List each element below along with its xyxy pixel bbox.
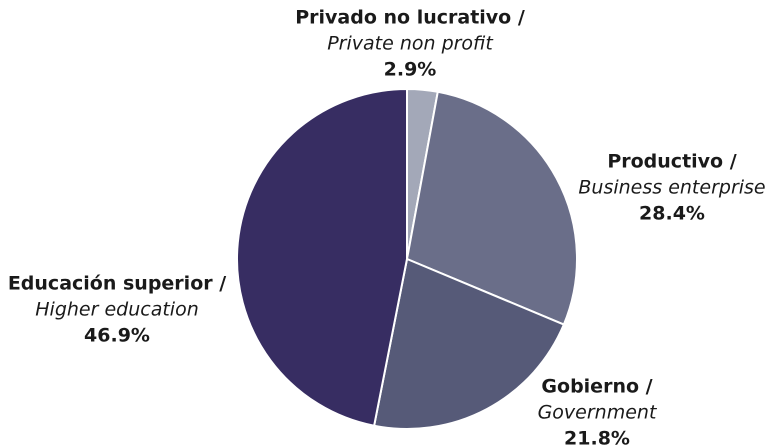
slice-value: 21.8% (564, 428, 630, 446)
slice-value: 2.9% (384, 59, 437, 81)
slice-label: Educación superior / (8, 273, 226, 295)
pie-slice (405, 90, 578, 326)
slice-sublabel: Business enterprise (578, 177, 765, 199)
slice-label: Productivo / (607, 151, 736, 173)
slice-sublabel: Higher education (35, 299, 199, 321)
pie-slice (372, 257, 566, 430)
slice-label: Privado no lucrativo / (295, 7, 525, 29)
slice-sublabel: Private non profit (327, 33, 494, 55)
pie-slice (236, 87, 408, 427)
slice-sublabel: Government (538, 402, 658, 424)
slice-value: 46.9% (84, 325, 150, 347)
slice-value: 28.4% (639, 203, 705, 225)
slice-label: Gobierno / (541, 376, 652, 398)
